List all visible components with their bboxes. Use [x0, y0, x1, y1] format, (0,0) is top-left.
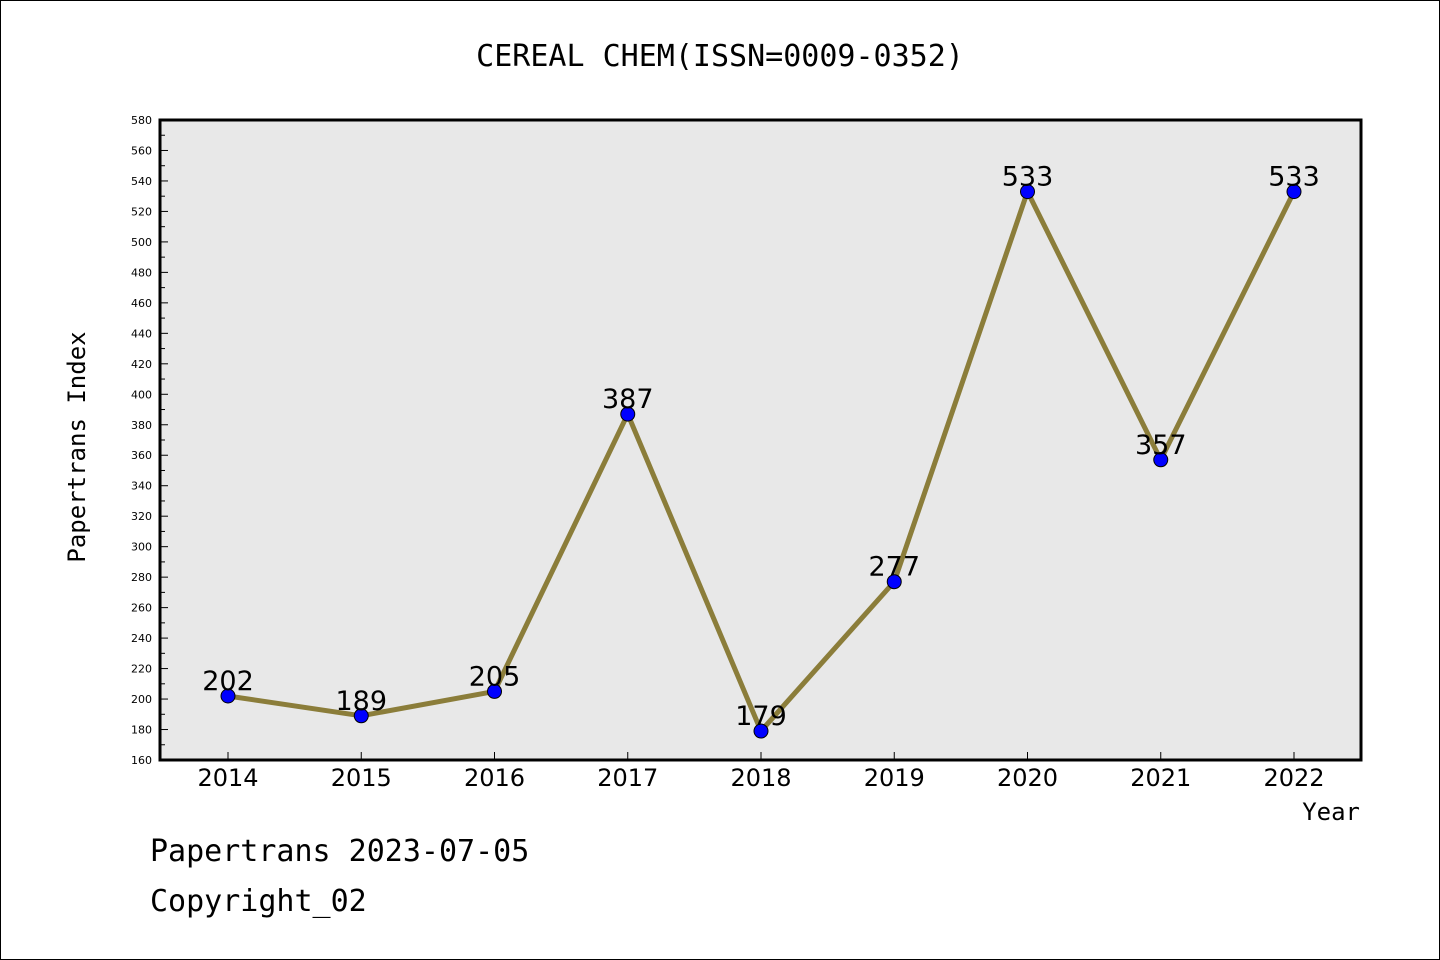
x-axis-ticks: 2014 2015 2016 2017 2018 2019 2020 2021 2022	[197, 752, 1325, 792]
data-point	[220, 688, 236, 704]
data-point	[620, 406, 636, 422]
y-tick-label: 260	[131, 602, 152, 615]
footer-date: Papertrans 2023-07-05	[150, 834, 530, 869]
data-label: 387	[602, 384, 654, 415]
x-tick-label: 2014	[197, 764, 258, 792]
data-label: 533	[1002, 162, 1054, 193]
data-point	[1020, 184, 1035, 200]
y-tick-label: 300	[131, 541, 152, 554]
x-tick-label: 2019	[864, 764, 925, 792]
y-tick-label: 400	[131, 388, 152, 401]
y-tick-label: 240	[131, 632, 152, 645]
y-tick-label: 280	[131, 571, 152, 584]
y-tick-label: 540	[131, 175, 152, 188]
data-point	[1153, 452, 1169, 468]
y-tick-label: 340	[131, 480, 152, 493]
data-point	[1286, 184, 1302, 200]
data-points	[220, 184, 1302, 739]
plot-area	[158, 118, 1363, 762]
y-tick-label: 580	[131, 114, 152, 127]
y-tick-label: 560	[131, 144, 152, 157]
data-point	[353, 708, 369, 724]
data-point	[886, 574, 902, 590]
x-tick-label: 2018	[730, 764, 791, 792]
y-tick-label: 320	[131, 510, 152, 523]
data-label: 179	[735, 701, 787, 732]
y-tick-label: 180	[131, 724, 152, 737]
data-label: 533	[1268, 162, 1320, 193]
y-tick-label: 160	[131, 754, 152, 767]
chart-title: CEREAL CHEM(ISSN=0009-0352)	[476, 39, 964, 74]
footer-copyright: Copyright_02	[150, 884, 367, 919]
y-tick-label: 220	[131, 663, 152, 676]
data-label: 357	[1135, 430, 1187, 461]
data-label: 189	[335, 686, 387, 717]
y-axis-ticks: 160 180 200 220 240 260 280 300 320 340 360 380 400 4…	[131, 114, 168, 767]
y-tick-label: 500	[131, 236, 152, 249]
data-point	[753, 723, 769, 739]
y-tick-label: 520	[131, 205, 152, 218]
x-tick-label: 2016	[464, 764, 525, 792]
data-label: 205	[469, 661, 521, 692]
y-tick-label: 480	[131, 266, 152, 279]
x-axis-label: Year	[1302, 798, 1360, 826]
x-tick-label: 2020	[997, 764, 1058, 792]
y-tick-label: 420	[131, 358, 152, 371]
y-tick-label: 380	[131, 419, 152, 432]
x-tick-label: 2022	[1263, 764, 1324, 792]
x-tick-label: 2021	[1130, 764, 1191, 792]
data-point	[487, 683, 502, 699]
data-label: 202	[202, 666, 254, 697]
y-tick-label: 440	[131, 327, 152, 340]
data-labels: 202 189 205 387 179 277 533 357 533	[202, 162, 1320, 732]
y-axis-label: Papertrans Index	[63, 331, 91, 562]
x-tick-label: 2017	[597, 764, 658, 792]
y-tick-label: 360	[131, 449, 152, 462]
data-label: 277	[868, 552, 920, 583]
x-tick-label: 2015	[331, 764, 392, 792]
y-tick-label: 200	[131, 693, 152, 706]
y-tick-label: 460	[131, 297, 152, 310]
